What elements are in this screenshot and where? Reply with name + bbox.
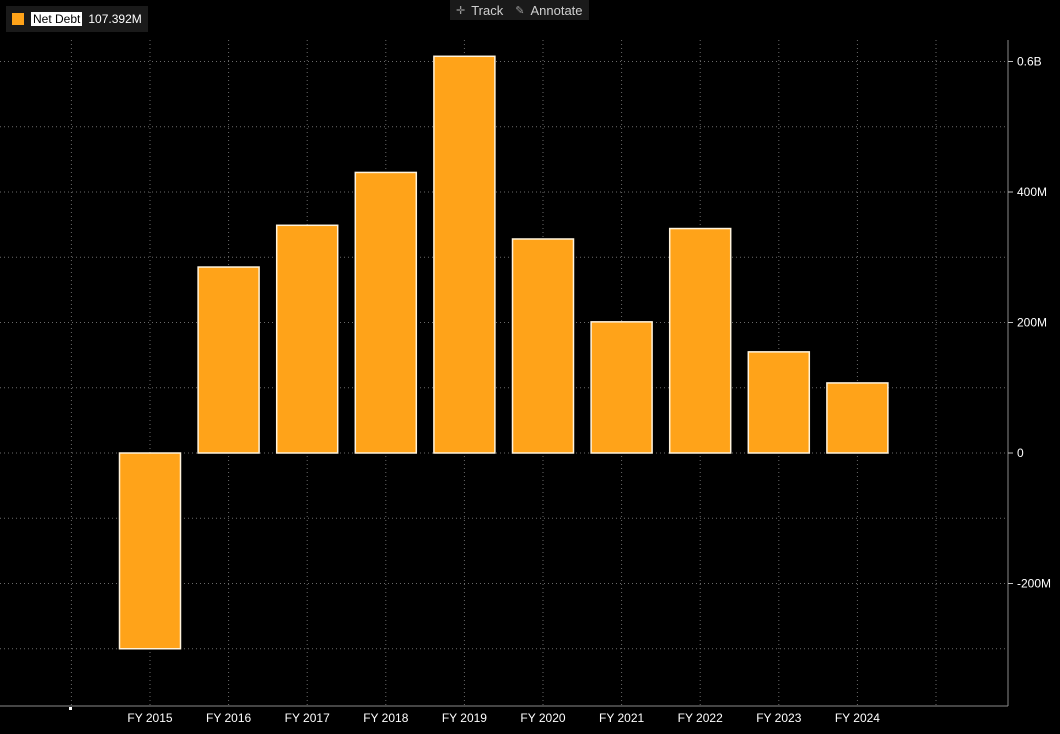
annotate-label: Annotate — [530, 2, 583, 18]
chart-toolbar: ✛ Track ✎ Annotate — [450, 0, 589, 20]
bar-fy-2024[interactable] — [826, 382, 889, 454]
x-tick-label: FY 2015 — [127, 711, 172, 725]
bar-fy-2019[interactable] — [433, 55, 496, 454]
x-tick-label: FY 2017 — [285, 711, 330, 725]
legend-swatch — [12, 13, 24, 25]
x-tick-label: FY 2020 — [520, 711, 565, 725]
bar-fy-2015[interactable] — [118, 452, 182, 650]
x-tick-label: FY 2022 — [678, 711, 723, 725]
x-axis: FY 2015 FY 2016 FY 2017 FY 2018 FY 2019 FY 20… — [127, 711, 880, 725]
y-tick-label: 200M — [1017, 316, 1047, 330]
x-tick-label: FY 2019 — [442, 711, 487, 725]
y-axis: -200M 0 200M 400M 0.6B — [0, 40, 1051, 710]
pencil-icon: ✎ — [515, 4, 525, 17]
y-tick-label: 0.6B — [1017, 55, 1042, 69]
track-label: Track — [471, 2, 504, 18]
bar-fy-2021[interactable] — [590, 321, 653, 454]
x-tick-label: FY 2021 — [599, 711, 644, 725]
bar-fy-2023[interactable] — [747, 351, 811, 454]
legend-last-value: 107.392M — [88, 12, 142, 26]
x-tick-label: FY 2016 — [206, 711, 251, 725]
x-tick-label: FY 2024 — [835, 711, 880, 725]
axis-start-marker — [69, 707, 72, 710]
y-tick-label: 400M — [1017, 185, 1047, 199]
bar-fy-2022[interactable] — [668, 227, 732, 454]
bar-fy-2020[interactable] — [511, 238, 575, 454]
annotate-button[interactable]: ✎ Annotate — [509, 0, 588, 20]
track-button[interactable]: ✛ Track — [450, 0, 509, 20]
bar-fy-2018[interactable] — [354, 171, 418, 454]
bar-fy-2016[interactable] — [197, 266, 260, 454]
bar-group — [118, 55, 889, 650]
y-tick-label: 0 — [1017, 446, 1024, 460]
crosshair-icon: ✛ — [456, 4, 466, 17]
legend: Net Debt 107.392M — [6, 6, 148, 32]
x-tick-label: FY 2023 — [756, 711, 801, 725]
x-tick-label: FY 2018 — [363, 711, 408, 725]
y-tick-label: -200M — [1017, 577, 1051, 591]
legend-series-name: Net Debt — [31, 12, 83, 26]
bar-fy-2017[interactable] — [275, 224, 339, 454]
